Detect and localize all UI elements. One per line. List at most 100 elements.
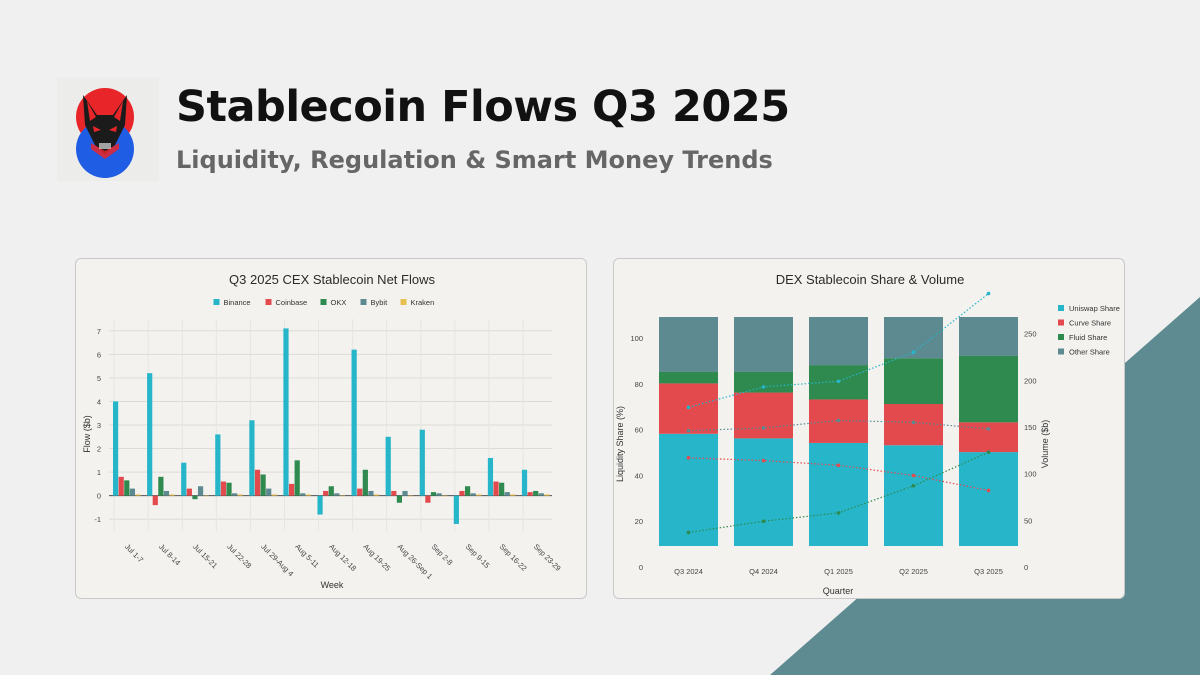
bar — [266, 488, 272, 496]
volume-line — [688, 419, 989, 432]
chart-title: DEX Stablecoin Share & Volume — [776, 272, 965, 287]
bar — [362, 469, 368, 496]
y-tick-label: 2 — [97, 445, 101, 454]
stacked-bar-segment — [959, 355, 1018, 423]
volume-point — [911, 350, 916, 355]
legend-swatch — [213, 299, 220, 305]
x-tick-label: Sep 2-8 — [430, 542, 455, 567]
y-axis-label: Flow ($b) — [82, 415, 92, 453]
y-tick-label: 1 — [97, 468, 101, 477]
stacked-bar-segment — [884, 358, 943, 405]
bar — [192, 495, 198, 500]
x-axis-label: Week — [321, 580, 344, 590]
stacked-bar-segment — [734, 371, 793, 393]
x-tick-label: Jul 29-Aug 4 — [259, 542, 295, 578]
bar — [260, 474, 266, 496]
y-tick-label: 0 — [639, 563, 643, 572]
volume-point — [836, 511, 841, 515]
volume-point — [986, 450, 991, 454]
y2-tick-label: 250 — [1024, 330, 1037, 339]
legend-label: Fluid Share — [1069, 333, 1107, 342]
y-tick-label: 5 — [97, 374, 101, 383]
x-tick-label: Aug 19-25 — [361, 542, 392, 573]
volume-point — [911, 473, 916, 478]
bar — [544, 494, 550, 496]
volume-point — [686, 428, 691, 433]
x-tick-label: Aug 12-18 — [327, 542, 358, 573]
bar — [124, 480, 130, 496]
dex-share-chart: DEX Stablecoin Share & Volume Q3 2024 Q4 2… — [615, 272, 1120, 596]
bar — [152, 495, 158, 506]
dex-share-chart-card: DEX Stablecoin Share & Volume Q3 2024 Q4 2… — [613, 258, 1125, 599]
bar — [158, 476, 164, 496]
page-subtitle: Liquidity, Regulation & Smart Money Tren… — [176, 146, 773, 174]
volume-point — [986, 488, 991, 493]
bar — [197, 486, 204, 496]
volume-point — [686, 405, 691, 410]
y-tick-label: 80 — [635, 380, 643, 389]
y-tick-label: 6 — [97, 350, 101, 359]
chart-title: Q3 2025 CEX Stablecoin Net Flows — [229, 272, 435, 287]
cex-flows-chart-card: Q3 2025 CEX Stablecoin Net Flows Binance C… — [75, 258, 587, 599]
x-tick-label: Q4 2024 — [749, 567, 778, 576]
bar — [283, 328, 289, 496]
bar — [459, 490, 465, 496]
volume-point — [836, 463, 841, 468]
x-tick-label: Sep 23-29 — [532, 542, 563, 573]
y-axis-label: Liquidity Share (%) — [615, 406, 625, 482]
bar — [220, 481, 227, 496]
stacked-bar-segment — [959, 317, 1018, 356]
x-axis-label: Quarter — [823, 586, 854, 596]
x-tick-label: Jul 15-21 — [191, 542, 219, 570]
bar — [385, 436, 391, 496]
y-tick-label: 40 — [635, 471, 643, 480]
bar — [334, 493, 340, 496]
stacked-bar-segment — [659, 317, 718, 372]
legend-label: Kraken — [411, 298, 435, 307]
bar — [476, 494, 482, 496]
volume-point — [986, 291, 991, 296]
page-title: Stablecoin Flows Q3 2025 — [176, 82, 790, 132]
bar — [163, 490, 170, 496]
bar — [317, 495, 323, 515]
bar — [538, 493, 544, 496]
bar — [425, 495, 431, 503]
y2-axis-label: Volume ($b) — [1040, 420, 1050, 469]
bar — [323, 490, 329, 496]
stacked-bar-segment — [959, 452, 1018, 546]
legend-swatch — [1058, 305, 1064, 311]
bar — [300, 493, 306, 496]
x-tick-label: Q3 2024 — [674, 567, 703, 576]
stacked-bar-segment — [734, 392, 793, 439]
x-tick-label: Aug 26-Sep 1 — [396, 542, 435, 581]
volume-point — [761, 385, 766, 389]
bar — [470, 493, 476, 496]
bar — [118, 476, 124, 496]
bar — [533, 490, 539, 496]
x-tick-label: Jul 22-28 — [225, 542, 253, 570]
bar — [215, 434, 221, 496]
bar — [129, 488, 135, 496]
stacked-bar-segment — [659, 371, 718, 384]
y-tick-label: 20 — [635, 517, 643, 526]
legend-label: Other Share — [1069, 348, 1110, 357]
legend-swatch — [1058, 334, 1064, 340]
legend-swatch — [1058, 319, 1064, 326]
bar — [305, 494, 311, 496]
bar — [226, 482, 232, 496]
volume-point — [686, 456, 691, 460]
x-tick-label: Jul 1-7 — [123, 542, 145, 564]
y2-tick-label: 100 — [1024, 470, 1037, 479]
legend-swatch — [320, 299, 327, 305]
x-tick-label: Jul 8-14 — [157, 542, 182, 567]
y-tick-label: 7 — [97, 327, 101, 336]
x-tick-label: Q3 2025 — [974, 567, 1003, 576]
bar — [464, 486, 471, 496]
bar — [442, 495, 448, 497]
stacked-bar-segment — [809, 317, 868, 366]
legend-label: OKX — [331, 298, 347, 307]
bar — [402, 490, 408, 496]
stacked-bar-segment — [659, 433, 718, 546]
y2-tick-label: 50 — [1024, 516, 1032, 525]
logo — [57, 77, 159, 181]
